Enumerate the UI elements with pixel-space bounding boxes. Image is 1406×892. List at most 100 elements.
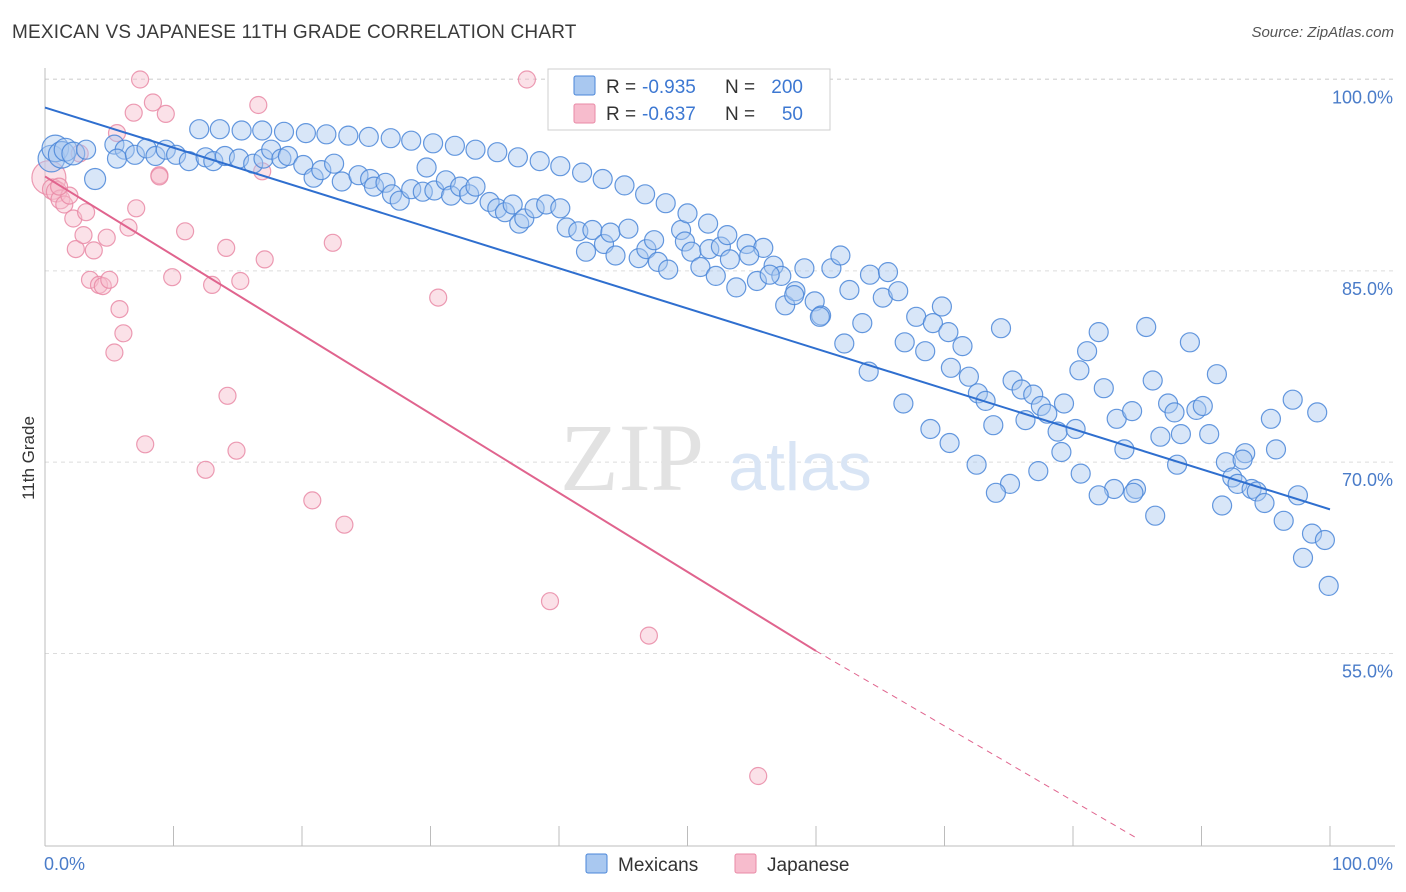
mexican-point bbox=[338, 125, 359, 146]
mexican-point bbox=[1125, 478, 1147, 500]
mexican-point bbox=[759, 264, 780, 285]
legend-r-value-mexicans: -0.935 bbox=[642, 77, 696, 98]
mexican-point bbox=[719, 249, 741, 270]
mexican-point bbox=[502, 194, 523, 215]
stats-legend: R = -0.935 N = 200 R = -0.637 N = 50 bbox=[547, 68, 831, 131]
y-tick-label: 85.0% bbox=[1342, 279, 1393, 299]
mexican-point bbox=[697, 213, 719, 234]
mexican-point bbox=[252, 120, 273, 141]
mexicans-trend-line bbox=[44, 106, 1331, 511]
mexican-point bbox=[681, 241, 702, 262]
mexican-point bbox=[1170, 424, 1192, 445]
mexican-point bbox=[1192, 395, 1213, 417]
mexican-point bbox=[1199, 424, 1220, 445]
legend-n-value-mexicans: 200 bbox=[771, 77, 803, 98]
japanese-point bbox=[517, 70, 537, 89]
japanese-point bbox=[110, 300, 129, 319]
y-tick-label: 70.0% bbox=[1342, 470, 1393, 490]
japanese-point bbox=[749, 766, 768, 786]
series-legend-swatch-japanese bbox=[734, 853, 757, 874]
mexican-point bbox=[634, 184, 656, 205]
mexican-point bbox=[1114, 439, 1135, 460]
mexican-point bbox=[363, 176, 385, 197]
mexican-point bbox=[1070, 463, 1091, 484]
mexican-point bbox=[1211, 495, 1233, 516]
mexican-point bbox=[894, 332, 915, 353]
japanese-point bbox=[217, 238, 236, 257]
japanese-trend-extension bbox=[815, 650, 1138, 839]
mexican-points bbox=[37, 119, 1339, 597]
mexican-point bbox=[600, 222, 621, 243]
japanese-point bbox=[303, 491, 322, 510]
mexican-point bbox=[348, 165, 369, 186]
mexican-point bbox=[958, 366, 980, 387]
series-legend-label-japanese: Japanese bbox=[767, 855, 849, 876]
series-legend-swatch-mexicans bbox=[585, 853, 608, 874]
japanese-point bbox=[55, 195, 74, 214]
japanese-point bbox=[249, 95, 268, 115]
mexican-point bbox=[1145, 505, 1166, 526]
mexican-point bbox=[1069, 360, 1090, 381]
mexican-point bbox=[424, 180, 445, 201]
mexican-point bbox=[273, 121, 295, 142]
mexican-point bbox=[487, 142, 508, 163]
mexican-point bbox=[1265, 439, 1287, 460]
japanese-point bbox=[136, 435, 155, 454]
japanese-point bbox=[227, 441, 246, 460]
mexican-point bbox=[401, 130, 422, 151]
mexican-point bbox=[1142, 370, 1163, 391]
trend-layer bbox=[44, 106, 1331, 839]
japanese-point bbox=[100, 270, 119, 289]
japanese-point bbox=[639, 626, 659, 645]
mexican-point bbox=[690, 256, 711, 278]
mexican-point bbox=[550, 198, 571, 219]
mexican-point bbox=[647, 251, 669, 272]
japanese-point bbox=[429, 288, 448, 307]
mexican-point bbox=[465, 139, 486, 160]
mexican-point bbox=[893, 393, 914, 414]
mexican-point bbox=[416, 157, 437, 178]
mexican-point bbox=[677, 203, 698, 224]
y-axis-title: 11th Grade bbox=[19, 416, 38, 500]
mexican-point bbox=[1103, 478, 1125, 500]
mexican-point bbox=[1260, 408, 1282, 429]
mexican-point bbox=[380, 128, 401, 149]
x-tick-label: 100.0% bbox=[1332, 854, 1393, 874]
mexican-point bbox=[717, 225, 738, 246]
japanese-point bbox=[84, 241, 103, 260]
watermark-zip: ZIP bbox=[560, 404, 704, 511]
japanese-point bbox=[76, 203, 96, 222]
mexican-point bbox=[922, 313, 944, 334]
legend-n-value-japanese: 50 bbox=[782, 104, 803, 125]
mexican-point bbox=[1179, 332, 1201, 353]
watermark-atlas: atlas bbox=[728, 429, 872, 505]
mexican-point bbox=[1318, 575, 1339, 597]
japanese-point bbox=[196, 460, 215, 479]
japanese-point bbox=[176, 222, 195, 241]
mexican-point bbox=[966, 454, 987, 475]
mexican-point bbox=[494, 202, 516, 223]
mexican-point bbox=[739, 245, 760, 266]
mexican-point bbox=[1088, 322, 1109, 343]
mexican-point bbox=[507, 147, 529, 168]
mexican-point bbox=[1150, 426, 1171, 447]
mexican-point bbox=[830, 245, 851, 266]
mexican-point bbox=[423, 133, 444, 154]
mexican-point bbox=[940, 357, 962, 378]
mexican-point bbox=[938, 322, 959, 343]
mexican-point bbox=[658, 259, 679, 280]
mexican-point bbox=[1053, 393, 1075, 414]
mexican-point bbox=[295, 123, 316, 144]
mexican-point bbox=[1093, 378, 1114, 399]
mexican-point bbox=[316, 124, 337, 145]
mexican-point bbox=[209, 119, 230, 140]
mexican-point bbox=[939, 432, 960, 454]
legend-n-label-mexicans: N = bbox=[725, 77, 755, 98]
mexican-point bbox=[1121, 401, 1143, 422]
axis-layer: 55.0% 70.0% 85.0% 100.0% 0.0% 100.0% bbox=[44, 68, 1395, 874]
mexican-point bbox=[872, 287, 893, 308]
mexican-point bbox=[888, 281, 909, 302]
japanese-point bbox=[127, 199, 146, 218]
japanese-trend-line bbox=[44, 175, 817, 652]
japanese-point bbox=[255, 250, 274, 269]
